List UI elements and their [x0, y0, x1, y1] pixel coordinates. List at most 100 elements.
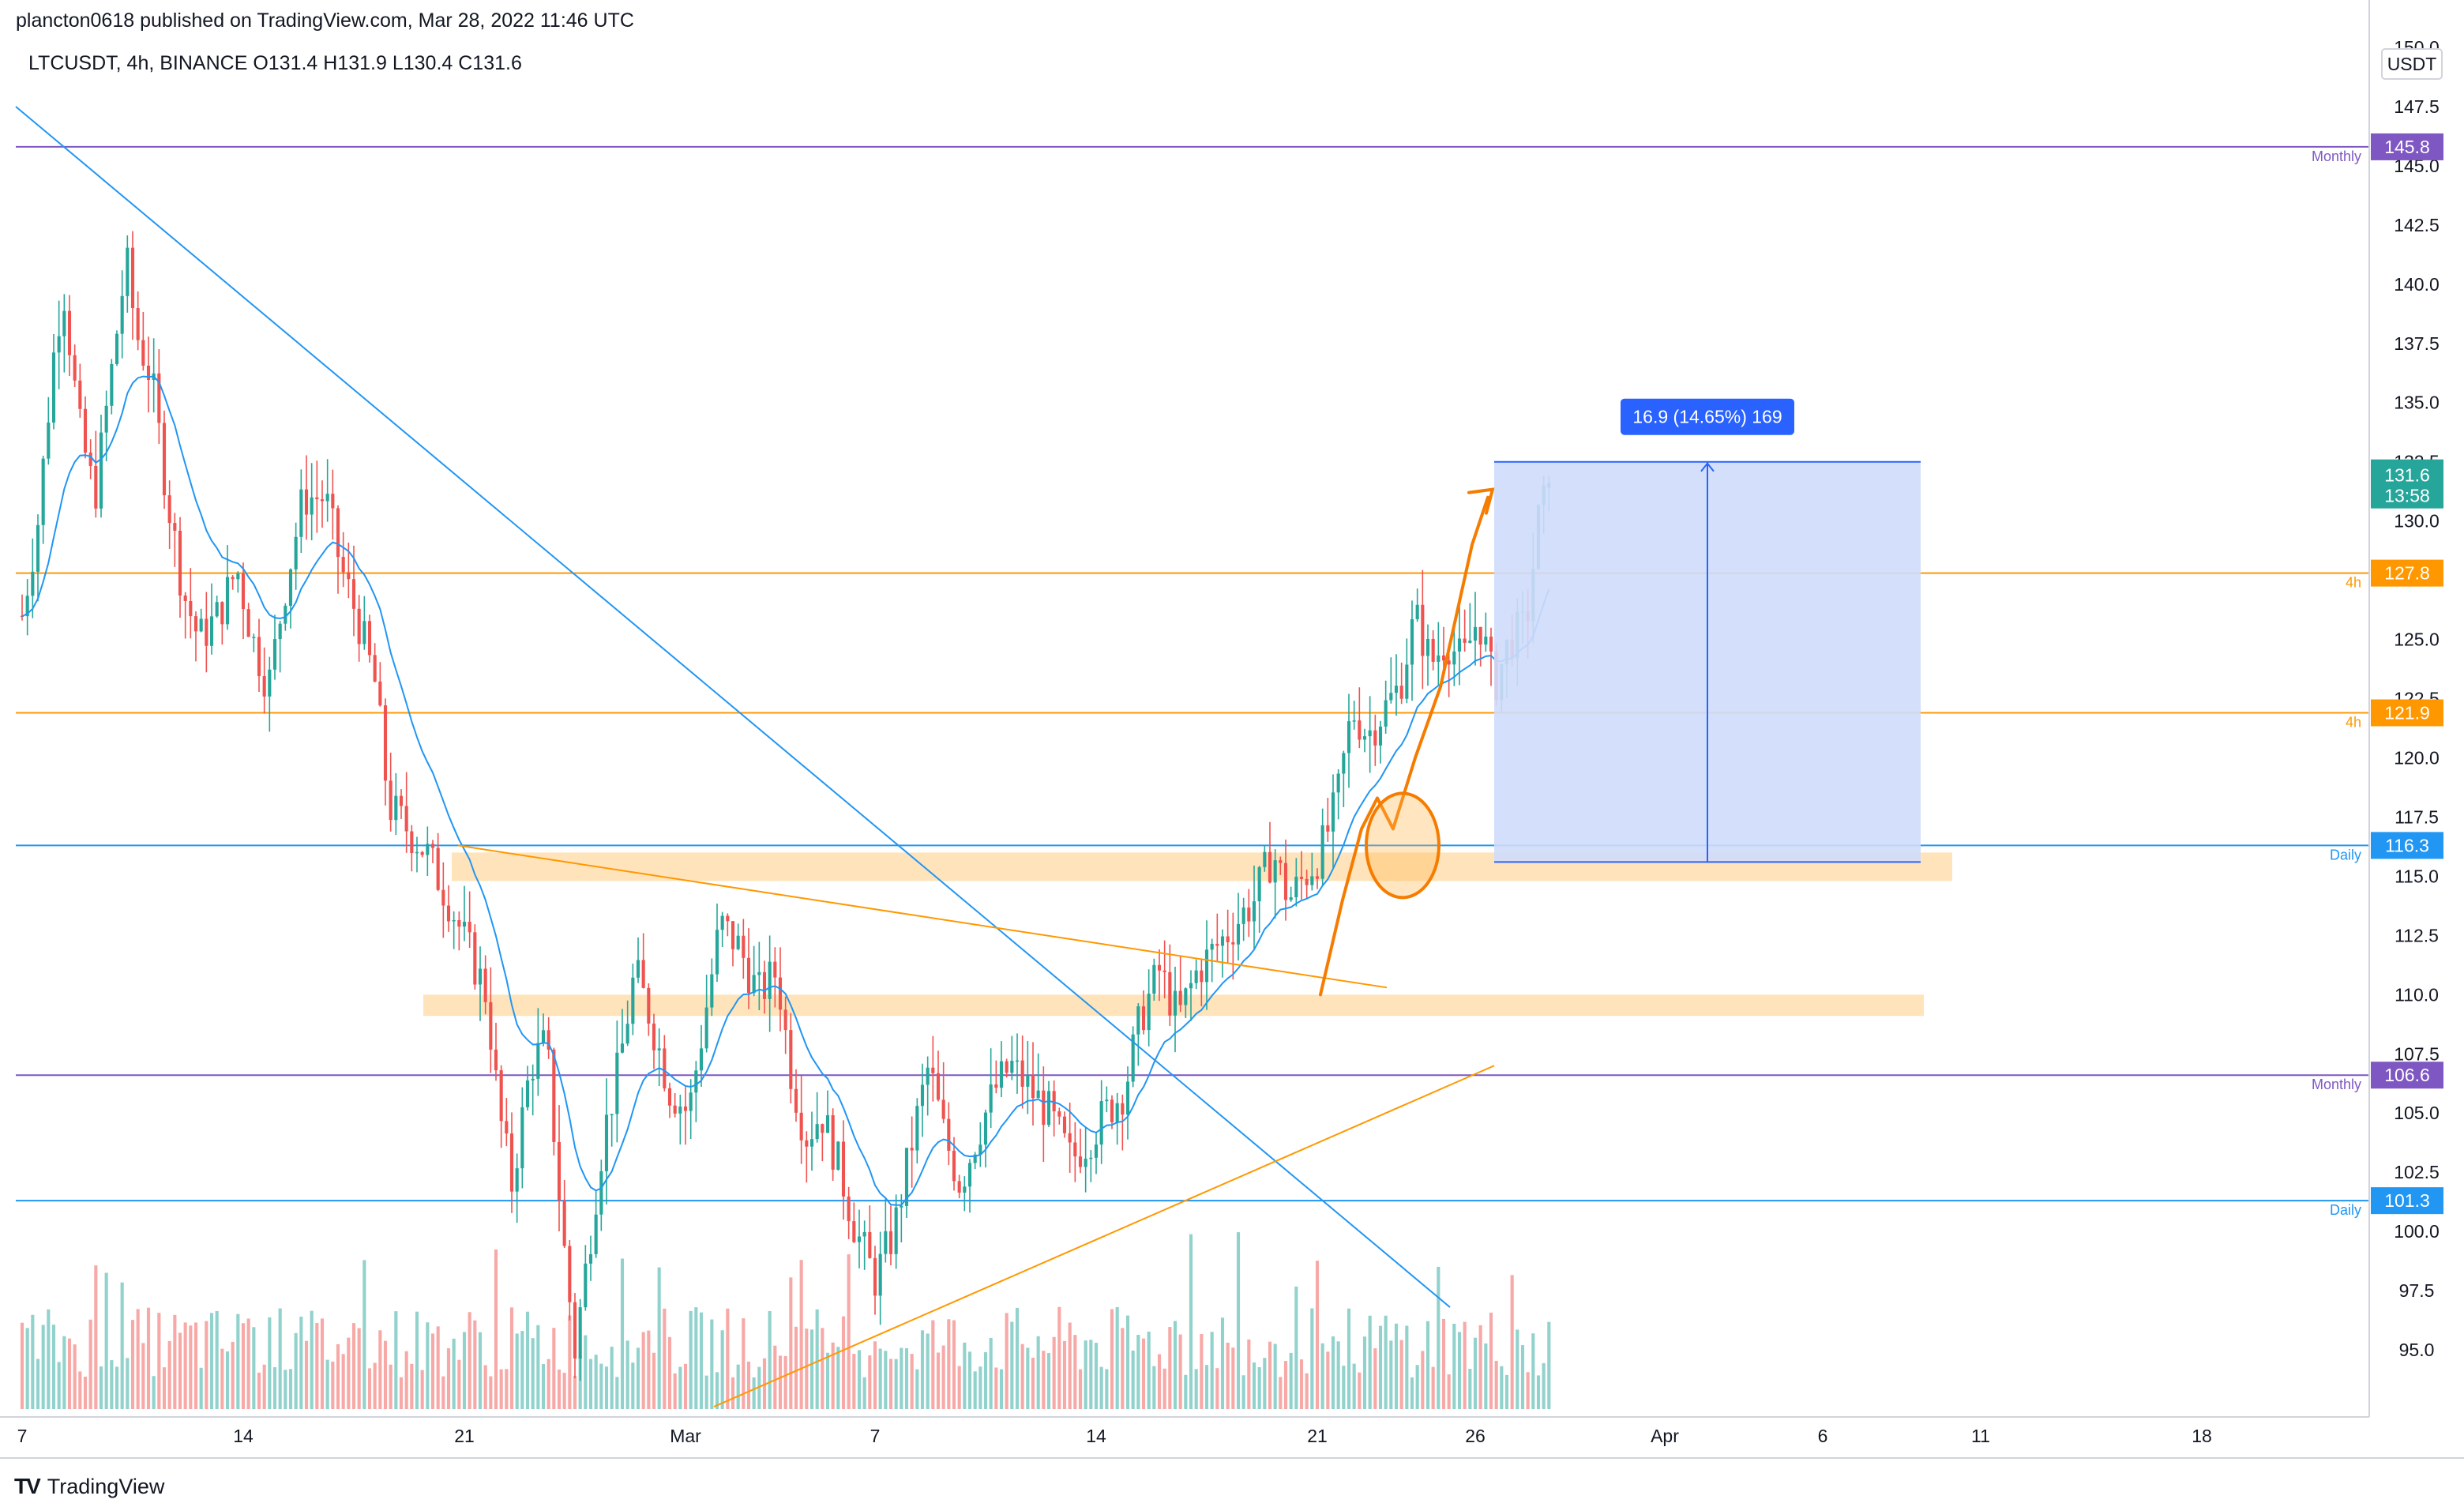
volume-bar	[742, 1318, 746, 1409]
candle-body	[536, 1043, 540, 1079]
volume-bar	[1215, 1368, 1219, 1409]
volume-bar	[1125, 1315, 1130, 1409]
candle-body	[315, 497, 319, 500]
volume-bar	[1484, 1343, 1488, 1409]
candle-body	[1384, 700, 1388, 727]
candle-body	[768, 961, 772, 999]
volume-bar	[904, 1347, 909, 1409]
candle-body	[215, 602, 219, 617]
candle-body	[1447, 660, 1451, 665]
volume-bar	[757, 1366, 761, 1409]
candle-body	[225, 577, 230, 625]
volume-bar	[236, 1313, 240, 1409]
volume-bar	[926, 1333, 930, 1409]
volume-bar	[952, 1320, 956, 1409]
candle-body	[1342, 753, 1346, 774]
volume-bar	[805, 1328, 809, 1409]
volume-bar	[51, 1325, 56, 1409]
candle-body	[1368, 730, 1372, 737]
volume-bar	[1178, 1334, 1182, 1409]
volume-bar	[325, 1359, 329, 1409]
candle-body	[262, 676, 266, 697]
volume-bar	[452, 1338, 456, 1409]
volume-bar	[505, 1369, 509, 1409]
candle-body	[773, 961, 777, 978]
volume-bar	[1352, 1363, 1356, 1409]
volume-bar	[215, 1310, 219, 1409]
price-range-measure: 16.9 (14.65%) 169	[1494, 398, 1921, 863]
volume-bar	[1036, 1336, 1040, 1409]
candle-body	[926, 1067, 930, 1085]
volume-bar	[873, 1341, 877, 1409]
volume-bar	[20, 1322, 24, 1409]
volume-bar	[1531, 1333, 1535, 1409]
volume-bar	[710, 1319, 714, 1409]
candle-body	[1052, 1091, 1056, 1112]
volume-bar	[983, 1352, 988, 1409]
tradingview-brand[interactable]: TV TradingView	[14, 1474, 164, 1499]
volume-bar	[1089, 1340, 1093, 1409]
candle-body	[284, 605, 287, 624]
level-label: Daily	[2330, 847, 2361, 862]
volume-bar	[1441, 1318, 1446, 1409]
volume-bar	[189, 1325, 193, 1409]
volume-bar	[547, 1359, 550, 1409]
candle-body	[394, 795, 398, 821]
candle-body	[647, 987, 651, 1024]
candle-body	[41, 458, 45, 525]
candle-body	[1310, 876, 1314, 885]
volume-bar	[1173, 1321, 1178, 1409]
volume-bar	[157, 1313, 161, 1409]
price-tick-label: 120.0	[2394, 747, 2440, 768]
volume-bar	[1399, 1340, 1403, 1409]
candle-body	[720, 915, 724, 930]
candle-body	[141, 340, 145, 366]
volume-bar	[1494, 1360, 1498, 1409]
candle-body	[272, 639, 277, 670]
level-badge	[2371, 559, 2443, 587]
volume-bar	[1305, 1373, 1309, 1409]
candle-body	[31, 571, 35, 596]
level-badge-label: 101.3	[2384, 1190, 2430, 1211]
volume-bar	[404, 1351, 408, 1409]
candle-body	[694, 1070, 698, 1093]
candle-body	[325, 494, 329, 502]
volume-bar	[1163, 1368, 1166, 1409]
volume-bar	[1110, 1309, 1114, 1409]
volume-bar	[1257, 1366, 1261, 1409]
candle-body	[489, 1002, 493, 1050]
volume-bar	[1289, 1352, 1293, 1409]
volume-bar	[272, 1366, 277, 1409]
volume-bar	[1268, 1341, 1272, 1409]
volume-bar	[625, 1340, 629, 1409]
candle-body	[752, 975, 756, 994]
volume-bar	[294, 1332, 298, 1409]
candle-body	[67, 310, 72, 355]
volume-bar	[657, 1267, 661, 1409]
time-tick-label: 21	[454, 1426, 475, 1446]
volume-bar	[31, 1314, 35, 1409]
volume-bar	[462, 1332, 467, 1409]
price-tick-label: 140.0	[2394, 274, 2440, 295]
volume-bar	[1068, 1322, 1072, 1409]
volume-bar	[78, 1371, 82, 1409]
candle-body	[1331, 792, 1335, 832]
volume-bar	[1131, 1351, 1135, 1409]
publish-info: plancton0618 published on TradingView.co…	[16, 9, 634, 32]
bar-timer-label: 13:58	[2384, 486, 2430, 506]
candle-body	[362, 621, 366, 645]
candle-body	[852, 1221, 856, 1242]
level-badge-label: 145.8	[2384, 137, 2430, 157]
candle-body	[415, 851, 419, 854]
candle-body	[410, 831, 414, 853]
volume-bar	[373, 1362, 377, 1409]
candle-body	[704, 1007, 708, 1049]
candle-body	[588, 1253, 593, 1264]
volume-bar	[1283, 1361, 1288, 1409]
candle-body	[783, 1009, 787, 1031]
volume-bar	[1378, 1325, 1383, 1409]
volume-bar	[821, 1328, 824, 1409]
candle-body	[505, 1121, 509, 1134]
candle-body	[862, 1231, 866, 1237]
